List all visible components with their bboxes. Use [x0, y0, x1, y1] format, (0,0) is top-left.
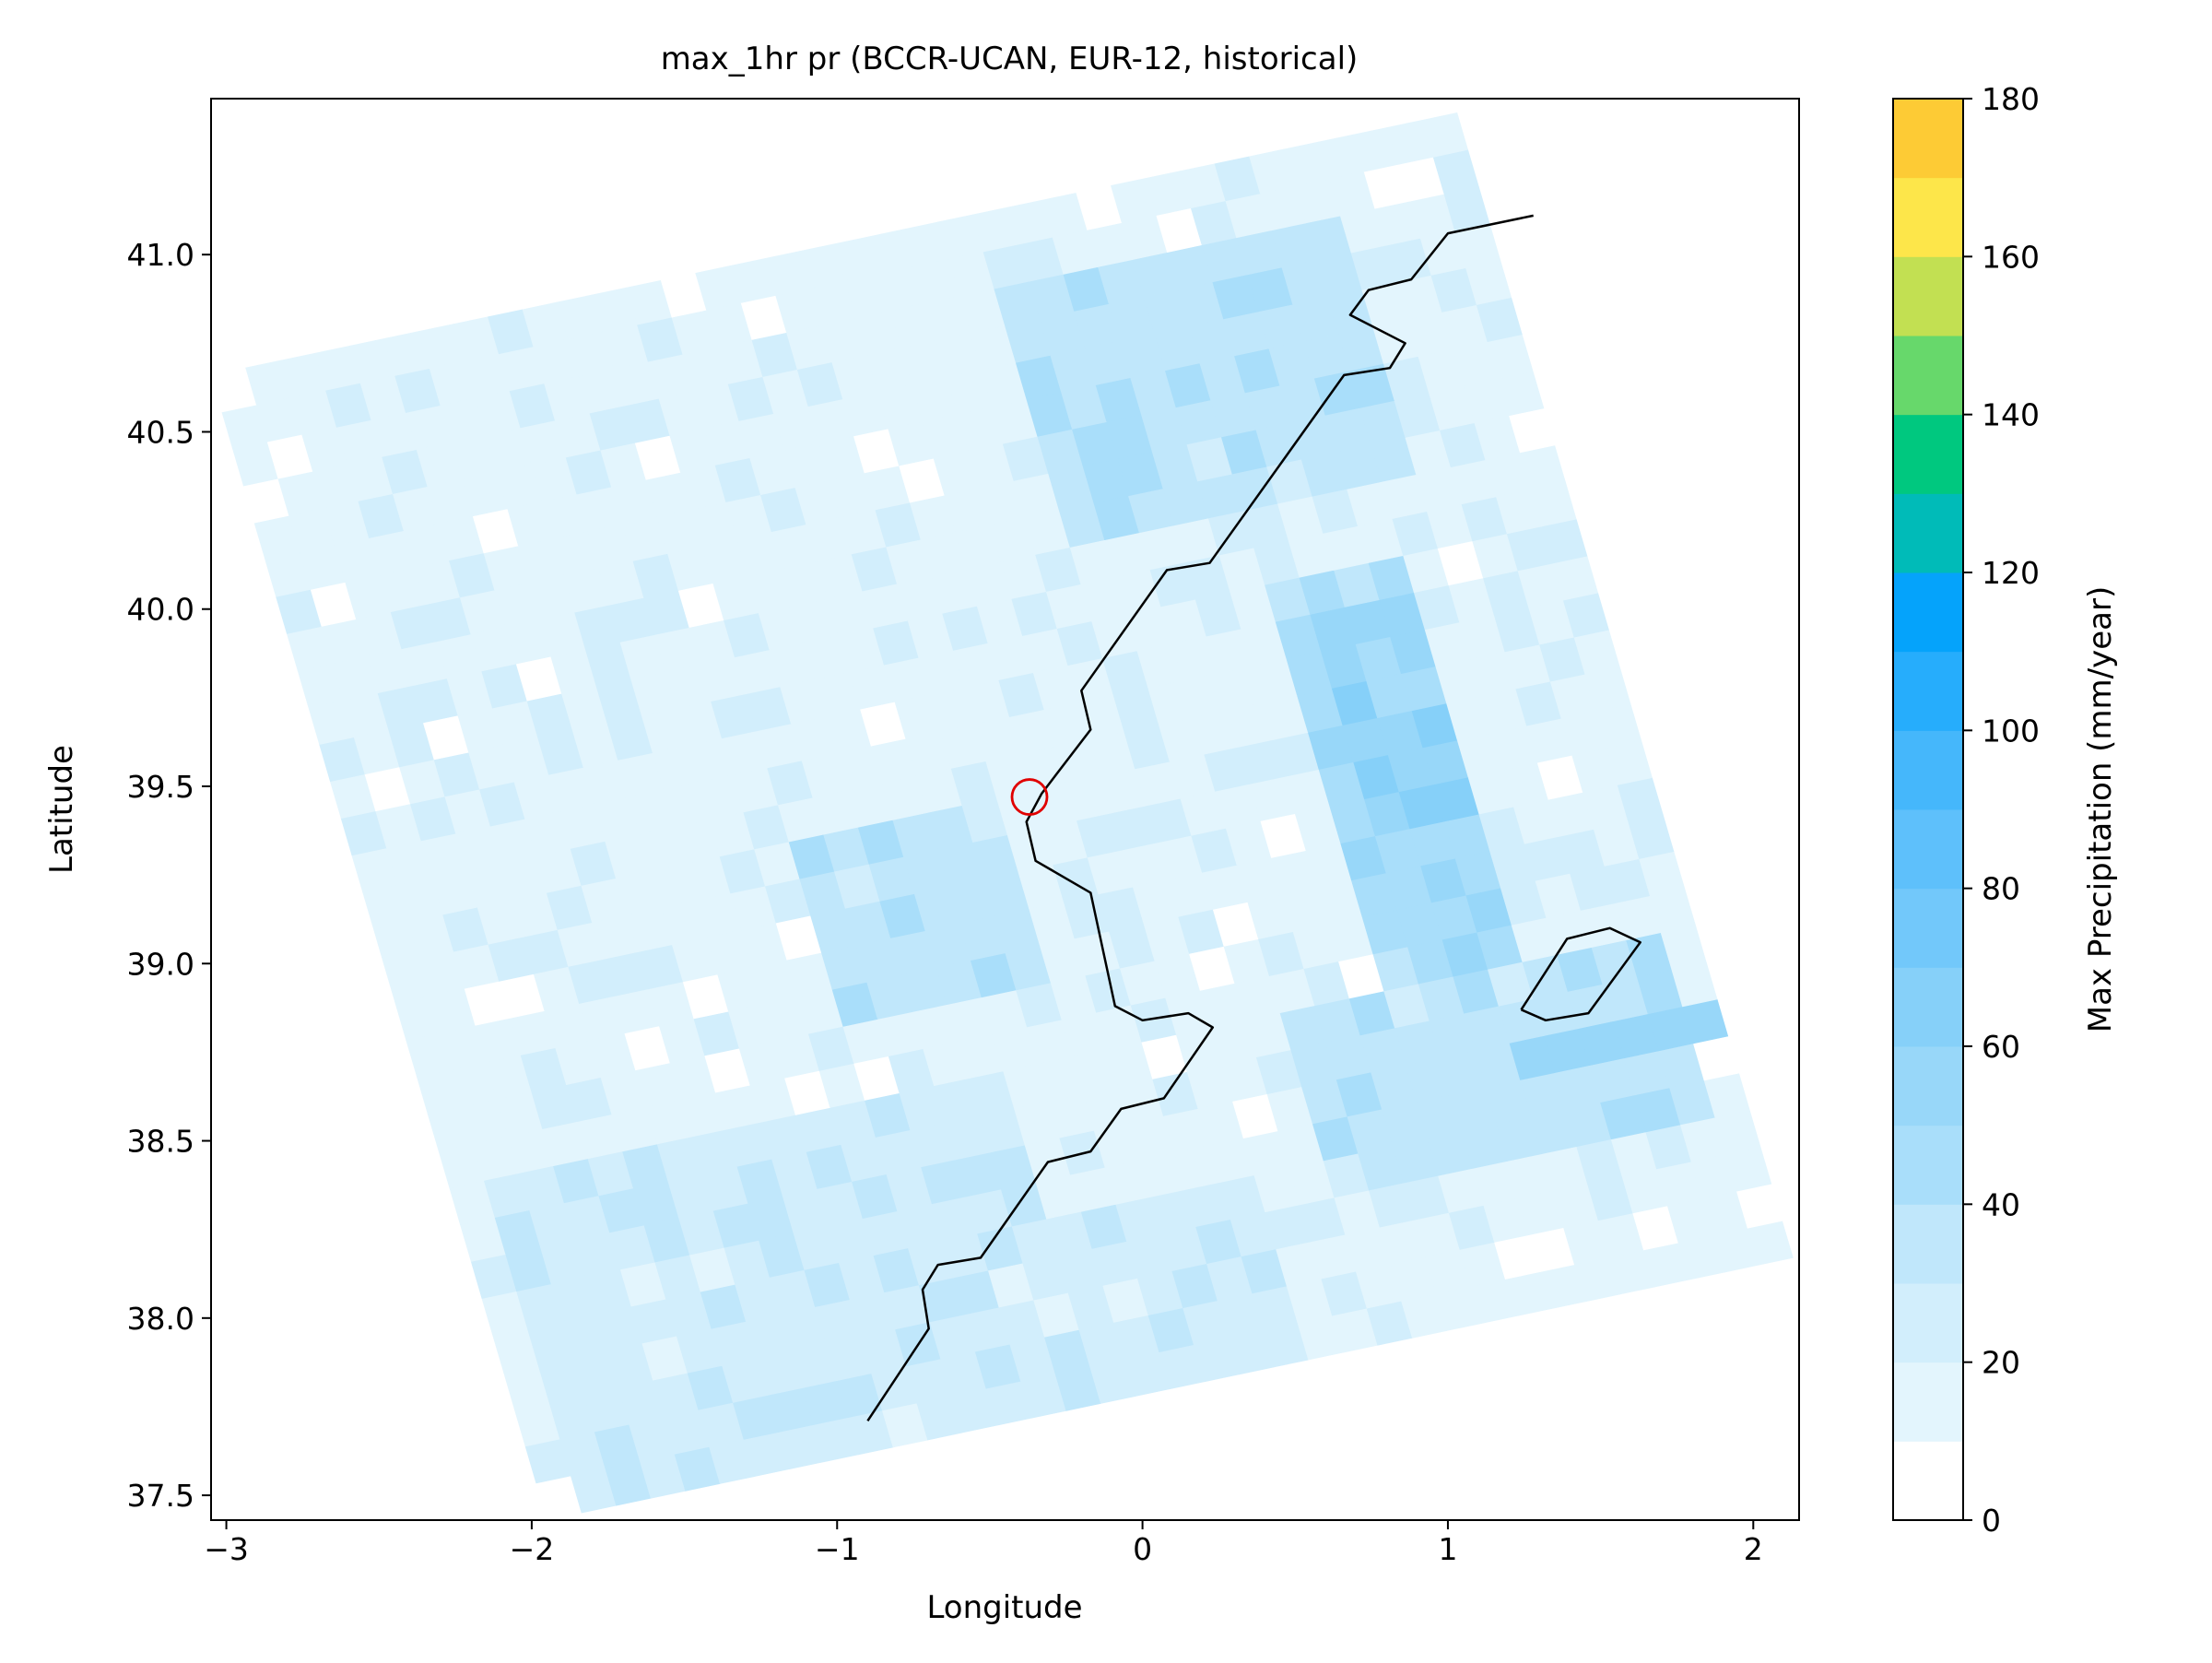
x-tick-label: −2	[510, 1531, 555, 1567]
colorbar-segment	[1893, 1283, 1963, 1363]
colorbar-segment	[1893, 256, 1963, 336]
y-tick-label: 37.5	[127, 1478, 194, 1514]
colorbar-segment	[1893, 888, 1963, 968]
colorbar-frame	[1892, 98, 1964, 1521]
y-tick-label: 39.5	[127, 769, 194, 805]
colorbar-tick-label: 100	[1982, 713, 2040, 749]
chart-title: max_1hr pr (BCCR-UCAN, EUR-12, historica…	[661, 41, 1359, 77]
y-tick-label: 40.0	[127, 592, 194, 628]
y-tick-label: 41.0	[127, 237, 194, 273]
colorbar-segment	[1893, 99, 1963, 179]
colorbar-segment	[1893, 414, 1963, 494]
colorbar-tick-label: 40	[1982, 1186, 2020, 1222]
colorbar-segment	[1893, 177, 1963, 257]
x-tick-label: 2	[1744, 1531, 1763, 1567]
colorbar-tick-label: 0	[1982, 1503, 2001, 1539]
colorbar-tick-label: 60	[1982, 1029, 2020, 1065]
precip-cells	[211, 112, 1794, 1520]
colorbar-segment	[1893, 1046, 1963, 1126]
island-outline	[1520, 926, 1641, 1022]
location-marker	[1010, 778, 1049, 816]
colorbar-segment	[1893, 730, 1963, 810]
colorbar: 0 20 40 60 80 100 120 140 160 180	[1892, 81, 2040, 1539]
colorbar-segment	[1893, 1362, 1963, 1442]
y-tick-label: 39.0	[127, 946, 194, 982]
colorbar-segment	[1893, 1441, 1963, 1521]
x-tick-label: 0	[1133, 1531, 1152, 1567]
y-tick-label: 38.0	[127, 1301, 194, 1337]
plot-frame	[210, 98, 1800, 1521]
y-axis-label: Latitude	[43, 745, 80, 874]
y-axis: 37.5 38.0 38.5 39.0 39.5 40.0 40.5 41.0	[127, 237, 211, 1514]
colorbar-segment	[1893, 809, 1963, 890]
coastline-line	[866, 214, 1534, 1421]
x-tick-label: −3	[204, 1531, 249, 1567]
colorbar-label: Max Precipitation (mm/year)	[2082, 586, 2119, 1033]
colorbar-tick-label: 120	[1982, 555, 2040, 591]
colorbar-segment	[1893, 967, 1963, 1047]
y-tick-label: 40.5	[127, 414, 194, 450]
colorbar-segment	[1893, 572, 1963, 653]
colorbar-tick-label: 20	[1982, 1345, 2020, 1381]
colorbar-segment	[1893, 1204, 1963, 1284]
colorbar-segment	[1893, 336, 1963, 416]
colorbar-segment	[1893, 1125, 1963, 1205]
coastline-layer	[866, 214, 1641, 1421]
precip-cell	[1421, 112, 1468, 158]
colorbar-tick-label: 80	[1982, 871, 2020, 907]
colorbar-tick-label: 160	[1982, 239, 2040, 275]
x-axis: −3 −2 −1 0 1 2	[204, 1520, 1763, 1567]
x-axis-label: Longitude	[926, 1589, 1082, 1626]
x-tick-label: −1	[815, 1531, 860, 1567]
colorbar-tick-label: 140	[1982, 397, 2040, 433]
x-tick-label: 1	[1438, 1531, 1457, 1567]
colorbar-tick-label: 180	[1982, 81, 2040, 117]
colorbar-segment	[1893, 651, 1963, 731]
colorbar-segment	[1893, 493, 1963, 573]
y-tick-label: 38.5	[127, 1124, 194, 1160]
